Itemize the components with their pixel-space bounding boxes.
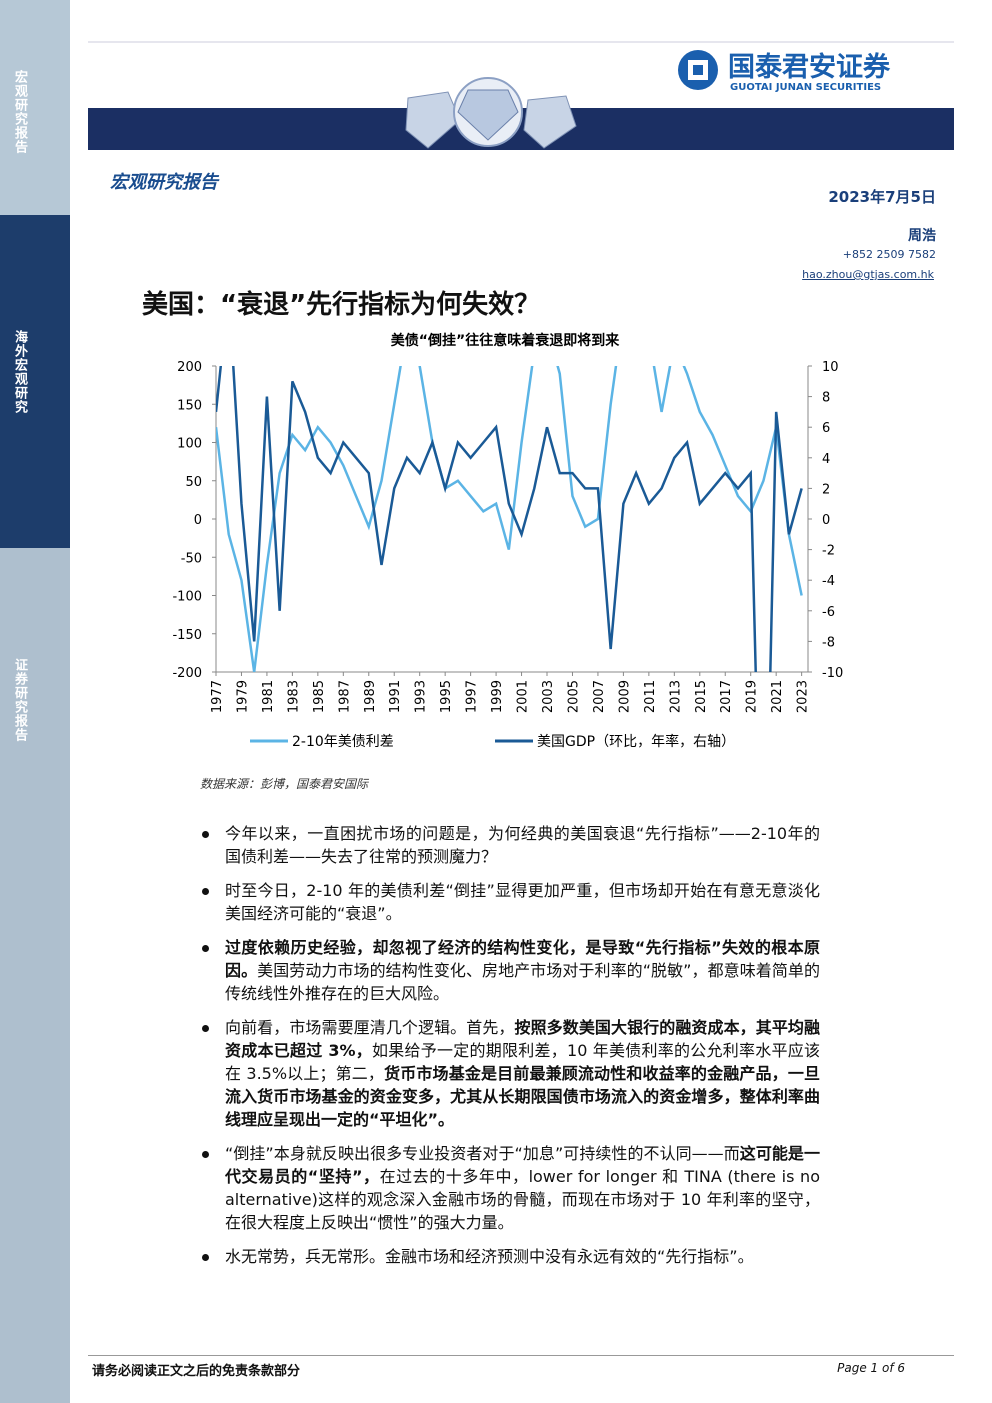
x-tick-label: 1983 bbox=[286, 680, 301, 713]
y-tick-label: -150 bbox=[172, 628, 202, 643]
bullet-text: 水无常势，兵无常形。金融市场和经济预测中没有永远有效的“先行指标”。 bbox=[225, 1247, 754, 1266]
chart: 美债“倒挂”往往意味着衰退即将到来-200-150-100-5005010015… bbox=[172, 332, 843, 750]
sidebar-top: 宏观研究报告 bbox=[0, 0, 70, 215]
bullet-list: 今年以来，一直困扰市场的问题是，为何经典的美国衰退“先行指标”——2-10年的国… bbox=[200, 822, 820, 1279]
y-tick-label: 200 bbox=[177, 360, 202, 375]
sidebar-label: 宏观研究报告 bbox=[12, 70, 27, 154]
disclaimer: 请务必阅读正文之后的免责条款部分 bbox=[92, 1364, 301, 1379]
bullet-text: 今年以来，一直困扰市场的问题是，为何经典的美国衰退“先行指标”——2-10年的国… bbox=[225, 824, 820, 866]
title: 美国：“衰退”先行指标为何失效？ bbox=[142, 290, 541, 320]
bullet-text: 这可能是一代交易员的“坚持”， bbox=[225, 1144, 820, 1186]
x-tick-label: 2015 bbox=[694, 680, 709, 713]
sidebar-mid: 海外宏观研究 bbox=[0, 215, 70, 548]
y2-tick-label: 0 bbox=[822, 513, 830, 528]
bullet-text: 向前看，市场需要厘清几个逻辑。首先， bbox=[225, 1018, 515, 1037]
author: 周浩 bbox=[908, 228, 936, 244]
y2-tick-label: 4 bbox=[822, 452, 830, 467]
x-tick-label: 1979 bbox=[235, 680, 250, 713]
x-tick-label: 1989 bbox=[363, 680, 378, 713]
chart-title: 美债“倒挂”往往意味着衰退即将到来 bbox=[391, 332, 620, 349]
company-name-en: GUOTAI JUNAN SECURITIES bbox=[730, 82, 881, 93]
bullet-text: 美国劳动力市场的结构性变化、房地产市场对于利率的“脱敏”，都意味着简单的传统线性… bbox=[225, 961, 820, 1003]
series-line bbox=[216, 366, 803, 672]
bullet-text: “倒挂”本身就反映出很多专业投资者对于“加息”可持续性的不认同——而 bbox=[225, 1144, 740, 1163]
bullet-text: 如果给予一定的期限利差，10 年美债利率的公允利率水平应该在 3.5%以上；第二… bbox=[225, 1041, 820, 1083]
x-tick-label: 1991 bbox=[388, 680, 403, 713]
bullet: 时至今日，2-10 年的美债利差“倒挂”显得更加严重，但市场却开始在有意无意淡化… bbox=[200, 879, 820, 925]
page-number: Page 1 of 6 bbox=[837, 1361, 905, 1375]
legend-label: 2-10年美债利差 bbox=[292, 734, 394, 750]
x-tick-label: 2013 bbox=[668, 680, 683, 713]
x-tick-label: 2017 bbox=[719, 680, 734, 713]
y-tick-label: 50 bbox=[185, 475, 202, 490]
y2-tick-label: -2 bbox=[822, 544, 835, 559]
logo bbox=[678, 50, 718, 90]
company-name: 国泰君安证券 bbox=[728, 51, 891, 83]
sidebar-label: 证券研究报告 bbox=[12, 658, 27, 742]
x-tick-label: 2021 bbox=[770, 680, 785, 713]
y2-tick-label: 8 bbox=[822, 391, 830, 406]
y2-tick-label: -4 bbox=[822, 574, 835, 589]
source: 数据来源：彭博，国泰君安国际 bbox=[200, 777, 369, 791]
sidebar-bottom: 证券研究报告 bbox=[0, 548, 70, 1403]
bullet-text: 货币市场基金是目前最兼顾流动性和收益率的金融产品，一旦流入货币市场基金的资金变多… bbox=[225, 1064, 820, 1129]
y-tick-label: -200 bbox=[172, 666, 202, 681]
x-tick-label: 2005 bbox=[566, 680, 581, 713]
bullet: 今年以来，一直困扰市场的问题是，为何经典的美国衰退“先行指标”——2-10年的国… bbox=[200, 822, 820, 868]
bullet: 水无常势，兵无常形。金融市场和经济预测中没有永远有效的“先行指标”。 bbox=[200, 1245, 820, 1268]
x-tick-label: 1987 bbox=[337, 680, 352, 713]
y-tick-label: -50 bbox=[181, 551, 202, 566]
y-tick-label: 150 bbox=[177, 398, 202, 413]
x-tick-label: 2007 bbox=[592, 680, 607, 713]
y2-tick-label: -10 bbox=[822, 666, 843, 681]
series-line bbox=[216, 366, 803, 672]
footer-rule bbox=[88, 1355, 954, 1356]
y-tick-label: 0 bbox=[194, 513, 202, 528]
x-tick-label: 1977 bbox=[210, 680, 225, 713]
x-tick-label: 2001 bbox=[516, 680, 531, 713]
report-type: 宏观研究报告 bbox=[110, 172, 218, 193]
x-tick-label: 1999 bbox=[490, 680, 505, 713]
y2-tick-label: 2 bbox=[822, 482, 830, 497]
y-tick-label: 100 bbox=[177, 437, 202, 452]
x-tick-label: 2023 bbox=[796, 680, 811, 713]
bullet: 过度依赖历史经验，却忽视了经济的结构性变化，是导致“先行指标”失效的根本原因。美… bbox=[200, 936, 820, 1005]
legend-label: 美国GDP（环比，年率，右轴） bbox=[537, 733, 735, 750]
bullet-text: 在过去的十多年中，lower for longer 和 TINA (there … bbox=[225, 1167, 820, 1232]
email: hao.zhou@gtjas.com.hk bbox=[802, 268, 934, 281]
date: 2023年7月5日 bbox=[828, 188, 936, 206]
header-graphic: 国泰君安证券 GUOTAI JUNAN SECURITIES bbox=[88, 41, 954, 150]
y2-tick-label: -8 bbox=[822, 635, 835, 650]
y2-tick-label: -6 bbox=[822, 605, 835, 620]
y2-tick-label: 6 bbox=[822, 421, 830, 436]
bullet: “倒挂”本身就反映出很多专业投资者对于“加息”可持续性的不认同——而这可能是一代… bbox=[200, 1142, 820, 1234]
x-tick-label: 2011 bbox=[643, 680, 658, 713]
y2-tick-label: 10 bbox=[822, 360, 839, 375]
x-tick-label: 2019 bbox=[745, 680, 760, 713]
phone: +852 2509 7582 bbox=[842, 248, 936, 261]
x-tick-label: 2003 bbox=[541, 680, 556, 713]
diamonds bbox=[405, 77, 577, 149]
bullet: 向前看，市场需要厘清几个逻辑。首先，按照多数美国大银行的融资成本，其平均融资成本… bbox=[200, 1016, 820, 1131]
x-tick-label: 1985 bbox=[312, 680, 327, 713]
x-tick-label: 1997 bbox=[465, 680, 480, 713]
x-tick-label: 1993 bbox=[414, 680, 429, 713]
x-tick-label: 2009 bbox=[617, 680, 632, 713]
x-tick-label: 1981 bbox=[261, 680, 276, 713]
x-tick-label: 1995 bbox=[439, 680, 454, 713]
bullet-text: 时至今日，2-10 年的美债利差“倒挂”显得更加严重，但市场却开始在有意无意淡化… bbox=[225, 881, 820, 923]
sidebar-label: 海外宏观研究 bbox=[12, 330, 27, 414]
y-tick-label: -100 bbox=[172, 590, 202, 605]
bullet-text: 按照多数美国大银行的融资成本，其平均融资成本已超过 3%， bbox=[225, 1018, 820, 1060]
bullet-text: 过度依赖历史经验，却忽视了经济的结构性变化，是导致“先行指标”失效的根本原因。 bbox=[225, 938, 820, 980]
